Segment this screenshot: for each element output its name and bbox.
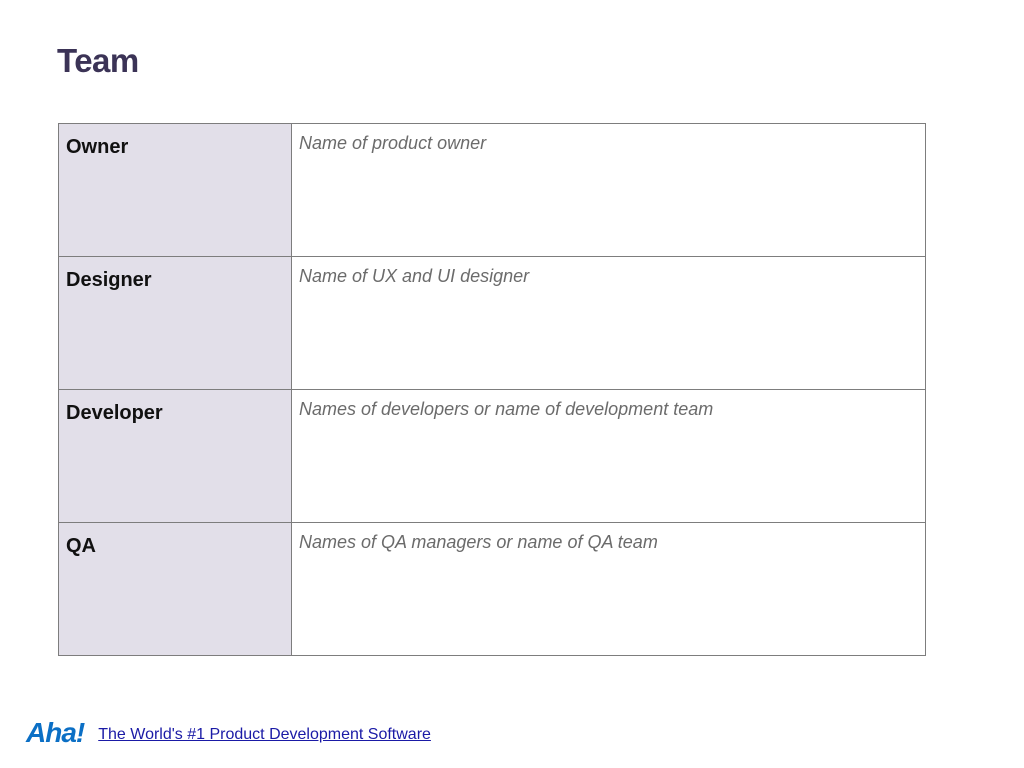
description-text: Name of product owner <box>299 133 487 153</box>
footer-link[interactable]: The World's #1 Product Development Softw… <box>98 726 431 743</box>
description-cell-developer[interactable]: Names of developers or name of developme… <box>291 389 926 523</box>
description-text: Names of QA managers or name of QA team <box>299 532 658 552</box>
role-label: Designer <box>66 269 152 291</box>
description-cell-qa[interactable]: Names of QA managers or name of QA team <box>291 522 926 656</box>
team-table: Owner Name of product owner Designer Nam… <box>58 123 926 656</box>
table-row: QA Names of QA managers or name of QA te… <box>58 522 926 656</box>
description-cell-owner[interactable]: Name of product owner <box>291 123 926 257</box>
role-label: QA <box>66 535 96 557</box>
role-cell-developer: Developer <box>58 389 292 523</box>
role-label: Owner <box>66 136 129 158</box>
role-label: Developer <box>66 402 163 424</box>
description-text: Name of UX and UI designer <box>299 266 530 286</box>
description-text: Names of developers or name of developme… <box>299 399 714 419</box>
role-cell-qa: QA <box>58 522 292 656</box>
role-cell-designer: Designer <box>58 256 292 390</box>
table-row: Owner Name of product owner <box>58 123 926 257</box>
description-cell-designer[interactable]: Name of UX and UI designer <box>291 256 926 390</box>
table-row: Developer Names of developers or name of… <box>58 389 926 523</box>
role-cell-owner: Owner <box>58 123 292 257</box>
table-row: Designer Name of UX and UI designer <box>58 256 926 390</box>
page-title: Team <box>57 42 139 79</box>
aha-logo[interactable]: Aha! <box>26 717 85 748</box>
footer: Aha! The World's #1 Product Development … <box>26 716 431 750</box>
